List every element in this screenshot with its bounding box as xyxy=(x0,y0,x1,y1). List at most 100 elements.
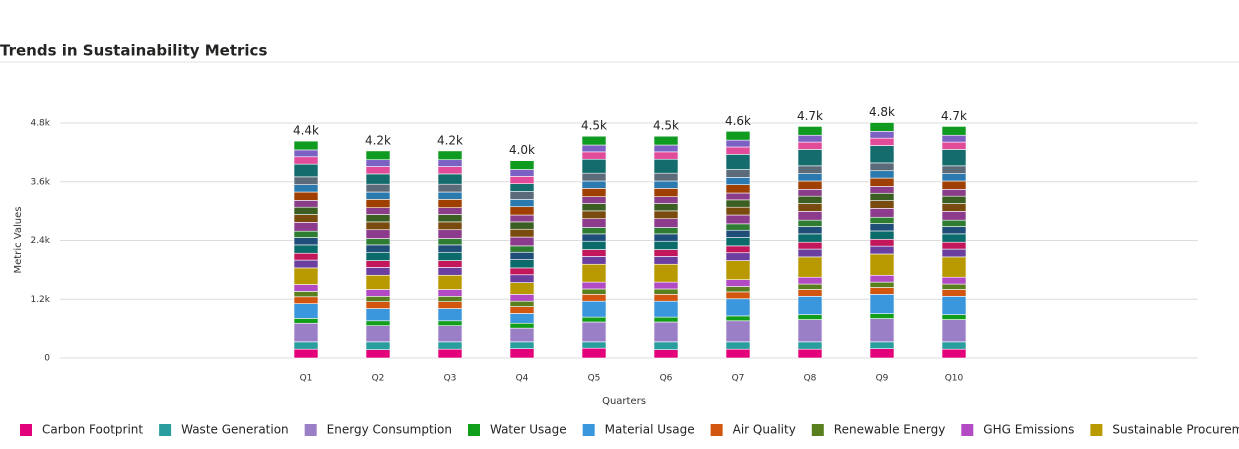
bar-segment xyxy=(293,222,319,232)
bar-segment xyxy=(869,313,895,319)
legend-label: Material Usage xyxy=(605,423,695,437)
bar-segment xyxy=(797,211,823,221)
bar-segment xyxy=(725,184,751,194)
chart-title: Trends in Sustainability Metrics xyxy=(0,42,267,60)
bar-segment xyxy=(581,256,607,265)
bar-segment xyxy=(437,289,463,297)
bar-segment xyxy=(869,253,895,276)
bar-segment xyxy=(725,131,751,141)
bar-segment xyxy=(293,259,319,269)
total-label: 4.0k xyxy=(509,143,535,157)
bar-segment xyxy=(797,241,823,250)
bar-segment xyxy=(509,300,535,307)
bar-segment xyxy=(437,348,463,359)
bar-segment xyxy=(365,301,391,309)
bar-segment xyxy=(293,214,319,223)
bar-segment xyxy=(509,221,535,230)
bar-segment xyxy=(581,218,607,228)
bar-segment xyxy=(653,321,679,343)
bar-segment xyxy=(437,166,463,175)
bar-segment xyxy=(797,341,823,350)
y-tick-label: 0 xyxy=(44,354,50,364)
y-axis-title: Metric Values xyxy=(13,207,24,274)
bar-segment xyxy=(725,146,751,155)
bar-segment xyxy=(437,251,463,261)
bar-segment xyxy=(725,260,751,280)
bar-segment xyxy=(869,245,895,255)
bar-segment xyxy=(869,162,895,172)
bar-segment xyxy=(725,154,751,170)
bar-segment xyxy=(581,347,607,359)
bar-segment xyxy=(869,122,895,132)
x-tick-label: Q4 xyxy=(516,374,529,384)
bar-segment xyxy=(725,341,751,350)
bar-segment xyxy=(869,216,895,224)
bar-segment xyxy=(653,227,679,235)
bar-segment xyxy=(653,210,679,220)
bar-segment xyxy=(653,151,679,160)
bar-segment xyxy=(293,296,319,304)
bar-segment xyxy=(365,238,391,246)
bar-segment xyxy=(941,189,967,197)
bar-segment xyxy=(581,288,607,295)
bar-segment xyxy=(365,251,391,261)
bar-segment xyxy=(509,294,535,302)
bar-segment xyxy=(941,195,967,204)
bar-segment xyxy=(653,349,679,359)
bar-segment xyxy=(941,134,967,143)
bar-segment xyxy=(797,180,823,190)
bar-segment xyxy=(869,170,895,179)
bar-segment xyxy=(797,276,823,285)
bar-segment xyxy=(797,296,823,315)
bar-segment xyxy=(581,300,607,318)
bar-segment xyxy=(725,214,751,225)
bar-segment xyxy=(869,192,895,201)
total-label: 4.7k xyxy=(797,109,823,123)
bar-segment xyxy=(365,221,391,231)
bar-segment xyxy=(869,223,895,232)
bar-segment xyxy=(725,348,751,359)
legend-label: Air Quality xyxy=(733,423,796,437)
bar-segment xyxy=(653,144,679,153)
bar-segment xyxy=(869,208,895,218)
bar-segment xyxy=(581,172,607,182)
bar-segment xyxy=(437,320,463,326)
bar-segment xyxy=(365,325,391,343)
bar-segment xyxy=(509,160,535,170)
bar-segment xyxy=(293,156,319,165)
bar-segment xyxy=(797,319,823,343)
bar-segment xyxy=(725,237,751,247)
bar-segment xyxy=(941,296,967,315)
bar-segment xyxy=(509,348,535,359)
bar-segment xyxy=(653,263,679,283)
bar-segment xyxy=(437,274,463,290)
bar-segment xyxy=(869,230,895,240)
bar-segment xyxy=(941,126,967,136)
bar-segment xyxy=(725,315,751,322)
bar-segment xyxy=(293,318,319,324)
bar-segment xyxy=(941,314,967,320)
bar-segment xyxy=(797,126,823,136)
bar-segment xyxy=(293,206,319,215)
bar-segment xyxy=(365,207,391,215)
bar-segment xyxy=(437,229,463,239)
bar-segment xyxy=(365,199,391,208)
total-label: 4.8k xyxy=(869,105,895,119)
bar-segment xyxy=(653,240,679,250)
bar-segment xyxy=(725,169,751,178)
bar-segment xyxy=(509,199,535,208)
bar-segment xyxy=(581,263,607,283)
bar-segment xyxy=(437,341,463,350)
total-label: 4.5k xyxy=(581,119,607,133)
bar-segment xyxy=(869,200,895,209)
legend-label: Waste Generation xyxy=(181,423,289,437)
legend-label: GHG Emissions xyxy=(983,423,1074,437)
legend-swatch xyxy=(961,424,974,436)
bar-segment xyxy=(437,159,463,167)
bar-segment xyxy=(941,283,967,290)
bar-segment xyxy=(365,267,391,276)
bar-segment xyxy=(581,341,607,349)
bar-segment xyxy=(725,199,751,208)
bar-segment xyxy=(797,189,823,197)
